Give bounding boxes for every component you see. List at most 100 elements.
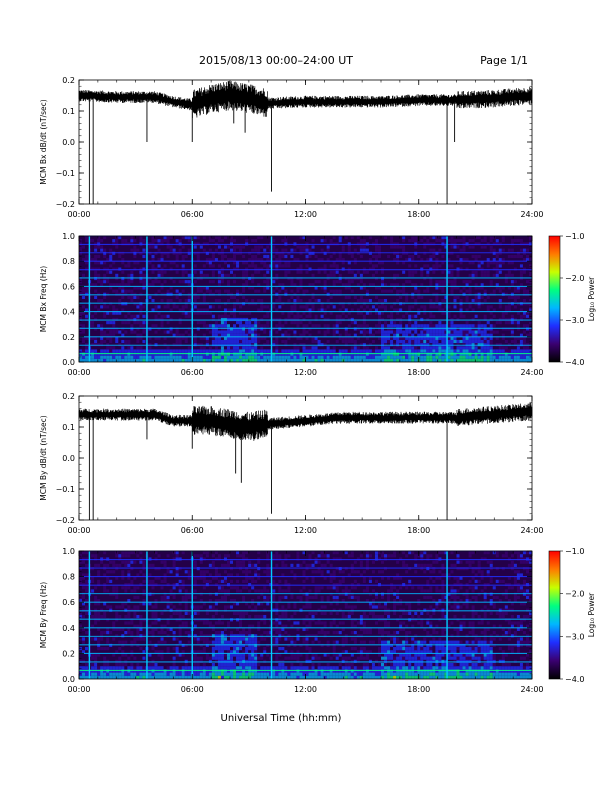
spectrogram-cell bbox=[348, 356, 351, 359]
spectrogram-cell bbox=[179, 666, 182, 669]
spectrogram-cell bbox=[408, 331, 411, 334]
spectrogram-cell bbox=[82, 349, 85, 352]
y-tick-label: 0.2 bbox=[62, 333, 75, 342]
spectrogram-cell bbox=[224, 359, 227, 362]
spectrogram-cell bbox=[239, 249, 242, 252]
spectrogram-cell bbox=[493, 274, 496, 277]
spectrogram-cell bbox=[321, 359, 324, 362]
spectrogram-cell bbox=[411, 296, 414, 299]
spectrogram-cell bbox=[450, 239, 453, 242]
spectrogram-cell bbox=[438, 346, 441, 349]
spectrogram-cell bbox=[309, 647, 312, 650]
spectrogram-cell bbox=[281, 340, 284, 343]
spectrogram-cell bbox=[363, 359, 366, 362]
spectrogram-cell bbox=[514, 356, 517, 359]
spectrogram-cell bbox=[209, 305, 212, 308]
spectrogram-cell bbox=[511, 359, 514, 362]
spectrogram-cell bbox=[164, 641, 167, 644]
spectrogram-cell bbox=[221, 315, 224, 318]
spectrogram-cell bbox=[91, 657, 94, 660]
spectrogram-cell bbox=[94, 673, 97, 676]
spectrogram-cell bbox=[357, 349, 360, 352]
spectrogram-cell bbox=[85, 349, 88, 352]
spectrogram-cell bbox=[299, 596, 302, 599]
spectrogram-cell bbox=[463, 340, 466, 343]
spectrogram-cell bbox=[112, 586, 115, 589]
spectrogram-cell bbox=[227, 673, 230, 676]
spectrogram-cell bbox=[278, 290, 281, 293]
spectrogram-cell bbox=[453, 356, 456, 359]
spectrogram-cell bbox=[97, 666, 100, 669]
spectrogram-cell bbox=[218, 324, 221, 327]
spectrogram-cell bbox=[236, 554, 239, 557]
spectrogram-cell bbox=[526, 349, 529, 352]
spectrogram-cell bbox=[441, 324, 444, 327]
spectrogram-cell bbox=[100, 561, 103, 564]
spectrogram-cell bbox=[106, 580, 109, 583]
spectrogram-cell bbox=[115, 554, 118, 557]
spectrogram-cell bbox=[91, 359, 94, 362]
spectrogram-cell bbox=[357, 271, 360, 274]
spectrogram-cell bbox=[441, 346, 444, 349]
spectrogram-cell bbox=[318, 586, 321, 589]
spectrogram-cell bbox=[215, 346, 218, 349]
spectrogram-cell bbox=[475, 356, 478, 359]
spectrogram-cell bbox=[139, 359, 142, 362]
y-axis-label: MCM By dB/dt (nT/sec) bbox=[39, 415, 48, 500]
spectrogram-cell bbox=[106, 637, 109, 640]
spectrogram-cell bbox=[417, 349, 420, 352]
spectrogram-cell bbox=[118, 647, 121, 650]
spectrogram-cell bbox=[124, 239, 127, 242]
spectrogram-cell bbox=[182, 676, 185, 679]
spectrogram-cell bbox=[209, 290, 212, 293]
spectrogram-cell bbox=[396, 324, 399, 327]
spectrogram-cell bbox=[124, 340, 127, 343]
spectrogram-cell bbox=[170, 249, 173, 252]
spectrogram-cell bbox=[248, 331, 251, 334]
spectrogram-cell bbox=[94, 340, 97, 343]
spectrogram-cell bbox=[103, 296, 106, 299]
spectrogram-cell bbox=[118, 615, 121, 618]
spectrogram-cell bbox=[164, 561, 167, 564]
spectrogram-cell bbox=[423, 290, 426, 293]
spectrogram-cell bbox=[457, 245, 460, 248]
spectrogram-cell bbox=[296, 657, 299, 660]
spectrogram-cell bbox=[230, 666, 233, 669]
spectrogram-cell bbox=[121, 663, 124, 666]
spectrogram-cell bbox=[396, 359, 399, 362]
spectrogram-cell bbox=[281, 239, 284, 242]
spectrogram-cell bbox=[130, 349, 133, 352]
spectrogram-cell bbox=[91, 615, 94, 618]
spectrogram-cell bbox=[318, 657, 321, 660]
spectrogram-cell bbox=[296, 596, 299, 599]
spectrogram-cell bbox=[296, 299, 299, 302]
spectrogram-cell bbox=[239, 631, 242, 634]
spectrogram-cell bbox=[306, 356, 309, 359]
spectrogram-cell bbox=[148, 296, 151, 299]
spectrogram-cell bbox=[209, 249, 212, 252]
spectrogram-cell bbox=[224, 570, 227, 573]
spectrogram-cell bbox=[408, 264, 411, 267]
spectrogram-cell bbox=[130, 346, 133, 349]
spectrogram-cell bbox=[263, 586, 266, 589]
spectrogram-cell bbox=[336, 315, 339, 318]
spectrogram-cell bbox=[257, 657, 260, 660]
spectrogram-cell bbox=[97, 570, 100, 573]
spectrogram-cell bbox=[490, 340, 493, 343]
spectrogram-cell bbox=[302, 359, 305, 362]
spectrogram-cell bbox=[173, 249, 176, 252]
spectrogram-cell bbox=[435, 349, 438, 352]
spectrogram-cell bbox=[447, 239, 450, 242]
spectrogram-cell bbox=[233, 305, 236, 308]
spectrogram-cell bbox=[82, 637, 85, 640]
spectrogram-cell bbox=[402, 245, 405, 248]
spectrogram-cell bbox=[472, 324, 475, 327]
spectrogram-cell bbox=[287, 264, 290, 267]
spectrogram-cell bbox=[360, 299, 363, 302]
spectrogram-cell bbox=[408, 305, 411, 308]
spectrogram-cell bbox=[281, 249, 284, 252]
spectrogram-cell bbox=[233, 586, 236, 589]
spectrogram-cell bbox=[136, 554, 139, 557]
spectrogram-cell bbox=[242, 586, 245, 589]
